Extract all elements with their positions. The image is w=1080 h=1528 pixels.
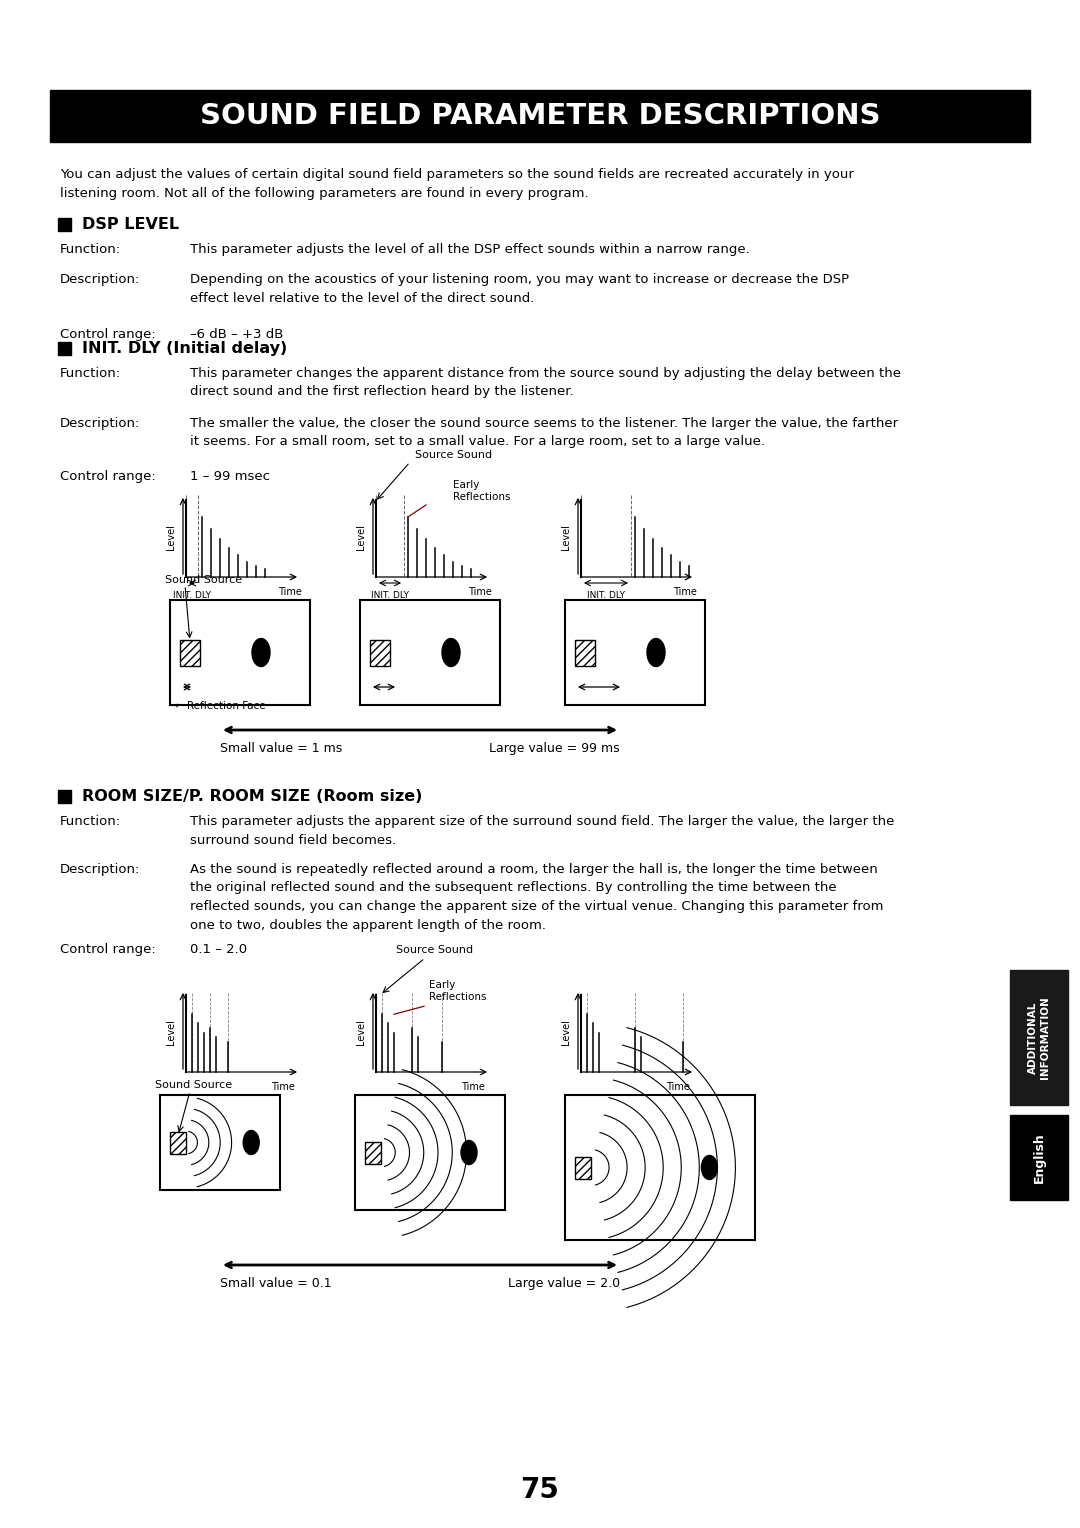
Bar <box>160 1096 280 1190</box>
Text: INIT. DLY (Initial delay): INIT. DLY (Initial delay) <box>82 341 287 356</box>
Ellipse shape <box>461 1140 477 1164</box>
Text: This parameter changes the apparent distance from the source sound by adjusting : This parameter changes the apparent dist… <box>190 367 901 399</box>
Text: English: English <box>1032 1132 1045 1183</box>
Text: 75: 75 <box>521 1476 559 1504</box>
Text: DSP LEVEL: DSP LEVEL <box>82 217 179 232</box>
Text: SOUND FIELD PARAMETER DESCRIPTIONS: SOUND FIELD PARAMETER DESCRIPTIONS <box>200 102 880 130</box>
Bar <box>370 640 390 666</box>
Text: Description:: Description: <box>60 863 140 876</box>
Text: Sound Source: Sound Source <box>165 575 242 585</box>
Text: Time: Time <box>461 1082 485 1093</box>
Text: As the sound is repeatedly reflected around a room, the larger the hall is, the : As the sound is repeatedly reflected aro… <box>190 863 883 932</box>
Text: ← Reflection Face: ← Reflection Face <box>175 701 266 711</box>
Text: Level: Level <box>166 524 176 550</box>
Text: Small value = 1 ms: Small value = 1 ms <box>220 743 342 755</box>
Text: Sound Source: Sound Source <box>156 1080 232 1089</box>
Bar <box>180 640 200 666</box>
Text: Level: Level <box>561 1019 571 1045</box>
Text: You can adjust the values of certain digital sound field parameters so the sound: You can adjust the values of certain dig… <box>60 168 854 200</box>
Text: Large value = 2.0: Large value = 2.0 <box>508 1277 620 1290</box>
Text: Description:: Description: <box>60 274 140 286</box>
Text: Large value = 99 ms: Large value = 99 ms <box>489 743 620 755</box>
Text: Control range:: Control range: <box>60 943 156 957</box>
Text: Level: Level <box>166 1019 176 1045</box>
Text: This parameter adjusts the apparent size of the surround sound field. The larger: This parameter adjusts the apparent size… <box>190 814 894 847</box>
Bar <box>365 1141 381 1163</box>
Text: Early
Reflections: Early Reflections <box>429 979 486 1002</box>
Bar <box>58 790 71 804</box>
Ellipse shape <box>701 1155 717 1180</box>
Bar <box>575 640 595 666</box>
Ellipse shape <box>243 1131 259 1155</box>
Bar <box>575 1157 591 1178</box>
Bar <box>50 90 1030 142</box>
Text: Time: Time <box>468 587 492 597</box>
Bar <box>355 1096 505 1210</box>
Bar <box>565 601 705 704</box>
Text: Source Sound: Source Sound <box>415 451 492 460</box>
Text: ADDITIONAL
INFORMATION: ADDITIONAL INFORMATION <box>1028 996 1050 1079</box>
Text: –6 dB – +3 dB: –6 dB – +3 dB <box>190 329 283 341</box>
Ellipse shape <box>442 639 460 666</box>
Text: Control range:: Control range: <box>60 329 156 341</box>
Text: Time: Time <box>673 587 697 597</box>
Ellipse shape <box>252 639 270 666</box>
Text: This parameter adjusts the level of all the DSP effect sounds within a narrow ra: This parameter adjusts the level of all … <box>190 243 750 257</box>
Text: ROOM SIZE/P. ROOM SIZE (Room size): ROOM SIZE/P. ROOM SIZE (Room size) <box>82 788 422 804</box>
Text: Time: Time <box>271 1082 295 1093</box>
Text: Description:: Description: <box>60 417 140 429</box>
Text: Level: Level <box>356 1019 366 1045</box>
Text: 0.1 – 2.0: 0.1 – 2.0 <box>190 943 247 957</box>
Bar <box>58 219 71 231</box>
Text: Time: Time <box>666 1082 690 1093</box>
Bar <box>170 1132 186 1154</box>
Bar <box>170 601 310 704</box>
Ellipse shape <box>647 639 665 666</box>
Text: Control range:: Control range: <box>60 471 156 483</box>
Text: Function:: Function: <box>60 814 121 828</box>
Text: Function:: Function: <box>60 243 121 257</box>
Text: Function:: Function: <box>60 367 121 380</box>
Bar <box>1010 970 1068 1105</box>
Text: INIT. DLY: INIT. DLY <box>588 591 625 601</box>
Text: INIT. DLY: INIT. DLY <box>372 591 409 601</box>
Text: Source Sound: Source Sound <box>396 944 473 955</box>
Text: Level: Level <box>356 524 366 550</box>
Bar <box>58 342 71 354</box>
Text: Small value = 0.1: Small value = 0.1 <box>220 1277 332 1290</box>
Bar <box>1010 1115 1068 1199</box>
Text: Level: Level <box>561 524 571 550</box>
Text: Time: Time <box>279 587 302 597</box>
Bar <box>565 1096 755 1241</box>
Text: Depending on the acoustics of your listening room, you may want to increase or d: Depending on the acoustics of your liste… <box>190 274 849 304</box>
Text: 1 – 99 msec: 1 – 99 msec <box>190 471 270 483</box>
Text: The smaller the value, the closer the sound source seems to the listener. The la: The smaller the value, the closer the so… <box>190 417 899 449</box>
Bar <box>360 601 500 704</box>
Text: INIT. DLY: INIT. DLY <box>173 591 211 601</box>
Text: Early
Reflections: Early Reflections <box>453 480 511 501</box>
